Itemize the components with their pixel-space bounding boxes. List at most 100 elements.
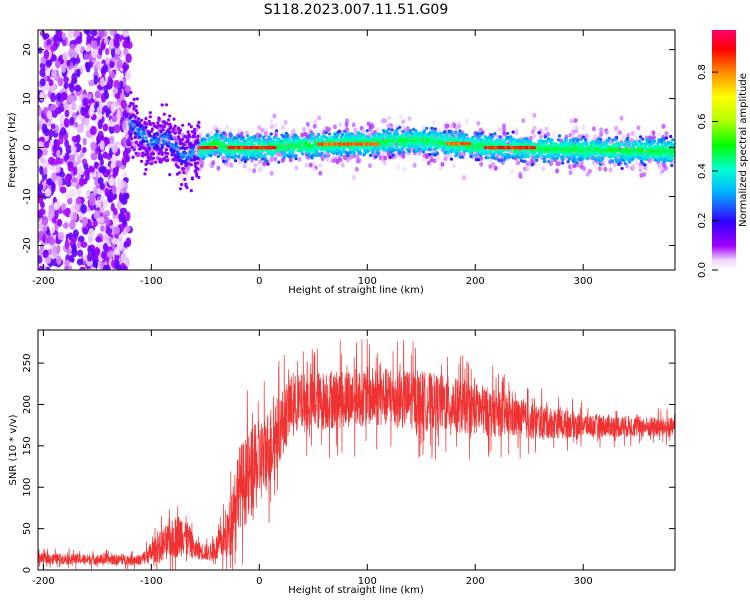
spectrogram-cell [273,156,278,162]
spectrogram-cell [368,123,373,129]
spectrogram-cell [211,152,215,156]
spectrogram-cell [108,124,115,134]
spectrogram-cell [166,152,170,156]
spectrogram-cell [465,133,469,137]
spectrogram-cell [43,141,50,149]
spectrogram-cell [388,155,392,159]
spectrogram-cell [635,160,640,166]
spectrogram-cell [82,227,88,235]
spectrogram-cell [583,138,588,142]
spectrogram-cell [421,156,426,162]
spectrogram-cell [358,148,362,152]
spectrogram-cell [182,167,186,171]
spectrogram-cell [163,132,167,136]
spectrogram-cell [130,119,134,123]
spectrogram-cell [116,200,122,211]
spectrogram-cell [247,166,252,172]
spectrogram-cell [296,136,300,140]
spectrogram-cell [95,236,102,243]
spectrogram-cell [639,172,644,178]
spectrogram-cell [398,114,403,120]
spectrogram-cell [182,171,186,175]
spectrogram-cell [96,199,102,208]
spectrogram-cell [528,135,533,141]
spectrogram-cell [82,97,89,107]
spectrogram-cell [572,125,577,131]
spectrogram-cell [64,139,70,148]
spectrogram-cell [196,167,200,171]
spectrogram-cell [570,151,575,155]
spectrogram-cell [109,61,115,69]
spectrogram-cell [75,134,81,144]
spectrogram-cell [288,157,293,163]
spectrogram-cell [167,141,171,145]
spectrogram-cell [189,125,193,129]
spectrogram-cell [196,134,200,138]
spectrogram-cell [111,72,116,79]
spectrogram-cell [102,198,108,209]
spectrogram-cell [113,124,121,134]
spectrogram-cell [257,125,262,131]
spectrogram-cell [180,152,184,157]
spectrogram-cell [237,128,242,134]
spectrogram-cell [269,157,274,162]
spectrogram-cell [67,30,74,39]
spectrogram-cell [57,158,64,165]
spectrogram-cell [62,209,70,216]
spectrogram-cell [664,131,669,137]
spectrogram-cell [266,162,270,166]
spectrogram-cell [168,114,172,118]
spectrogram-cell [105,57,110,66]
spectrogram-cell [140,142,144,146]
spectrogram-cell [89,125,97,136]
spectrogram-cell [164,103,169,107]
spectrogram-cell [591,126,596,132]
spectrogram-cell [490,135,495,139]
spectrogram-cell [76,154,82,165]
spectrogram-cell [114,92,122,99]
spectrogram-cell [355,158,360,164]
spectrogram-cell [172,117,176,121]
spectrogram-cell [86,44,92,52]
spectrogram-cell [125,53,132,64]
spectrogram-cell [77,235,85,243]
spectrogram-cell [188,135,192,139]
spectrogram-cell [436,127,441,133]
spectrogram-cell [517,150,522,155]
spectrogram-cell [143,132,147,136]
spectrogram-cell [45,59,53,67]
spectrogram-cell [319,128,323,134]
spectrogram-cell [614,125,619,131]
spectrogram-cell [93,246,100,254]
spectrogram-cell [532,125,537,131]
spectrogram-cell [336,133,340,137]
spectrogram-cell [122,136,127,147]
spectrogram-cell [488,164,493,169]
spectrogram-cell [431,119,436,125]
spectrogram-cell [442,139,446,143]
spectrogram-cell [294,165,299,171]
spectrogram-cell [594,152,598,156]
spectrogram-cell [110,202,115,212]
spectrogram-cell [119,80,124,90]
spectrogram-cell [530,162,535,167]
spectrogram-cell [259,166,264,172]
spectrogram-cell [64,175,71,182]
spectrogram-cell [291,150,295,155]
spectrogram-cell [197,175,201,179]
spectrogram-cell [326,127,331,132]
spectrogram-cell [102,123,109,132]
spectrogram-cell [48,128,54,139]
spectrogram-cell [48,156,55,165]
spectrogram-cell [65,180,72,187]
spectrogram-cell [50,103,56,112]
spectrogram-cell [97,119,103,130]
spectrogram-cell [122,61,128,71]
spectrogram-cell [277,160,281,164]
spectrogram-cell [510,168,515,174]
spectrogram-cell [67,161,74,168]
spectrogram-cell [56,255,62,266]
spectrogram-cell [122,216,127,226]
spectrogram-cell [68,254,75,263]
